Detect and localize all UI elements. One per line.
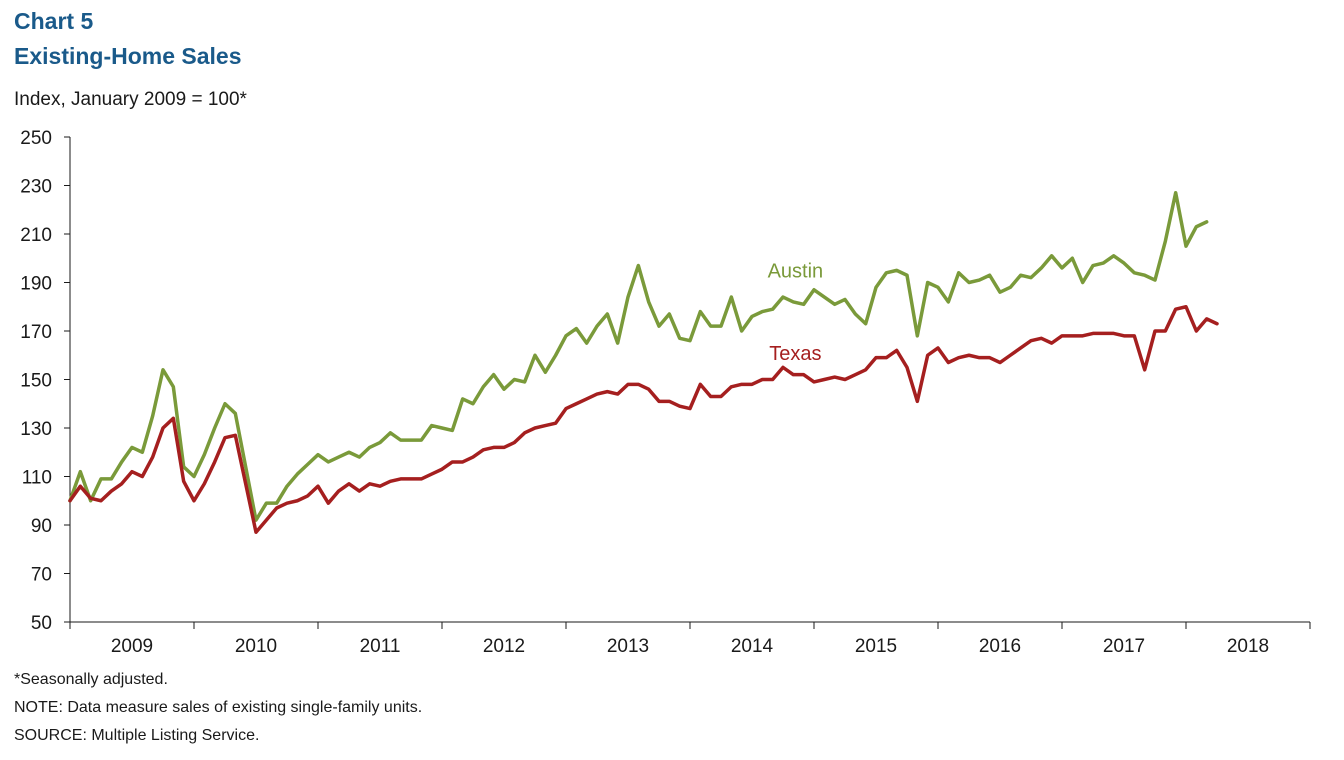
y-tick-label: 110 (22, 468, 52, 489)
x-tick-label: 2017 (1103, 636, 1145, 657)
series-label-austin: Austin (768, 261, 824, 283)
y-tick-label: 230 (20, 177, 52, 198)
y-tick-label: 50 (31, 613, 52, 634)
x-tick-label: 2015 (855, 636, 897, 657)
series-line-austin (68, 191, 1209, 522)
x-tick-label: 2010 (235, 636, 277, 657)
y-tick-label: 90 (31, 516, 52, 537)
footnote-source: SOURCE: Multiple Listing Service. (14, 727, 260, 744)
chart-number: Chart 5 (14, 8, 94, 34)
chart-lines (68, 191, 1219, 535)
y-tick-label: 70 (31, 565, 52, 586)
x-tick-label: 2011 (360, 636, 401, 657)
footnote-seasonal: *Seasonally adjusted. (14, 671, 168, 688)
series-labels: Austin Texas (768, 261, 824, 365)
x-tick-label: 2009 (111, 636, 153, 657)
x-tick-label: 2013 (607, 636, 649, 657)
y-tick-label: 250 (20, 128, 52, 149)
x-tick-label: 2012 (483, 636, 525, 657)
x-tick-label: 2014 (731, 636, 774, 657)
chart-axes: 50 70 90 110 130 150 170 190 210 230 250 2009 2010 20… (20, 128, 1311, 657)
y-tick-label: 130 (20, 419, 52, 440)
x-tick-label: 2016 (979, 636, 1021, 657)
series-label-texas: Texas (769, 343, 821, 365)
series-line-texas (68, 305, 1219, 535)
chart-title: Existing-Home Sales (14, 43, 242, 69)
y-tick-label: 170 (20, 322, 52, 343)
y-tick-label: 150 (20, 371, 52, 392)
y-tick-label: 190 (20, 274, 52, 295)
y-axis-label: Index, January 2009 = 100* (14, 89, 247, 110)
y-tick-label: 210 (20, 225, 52, 246)
x-tick-label: 2018 (1227, 636, 1269, 657)
footnote-note: NOTE: Data measure sales of existing sin… (14, 699, 423, 716)
